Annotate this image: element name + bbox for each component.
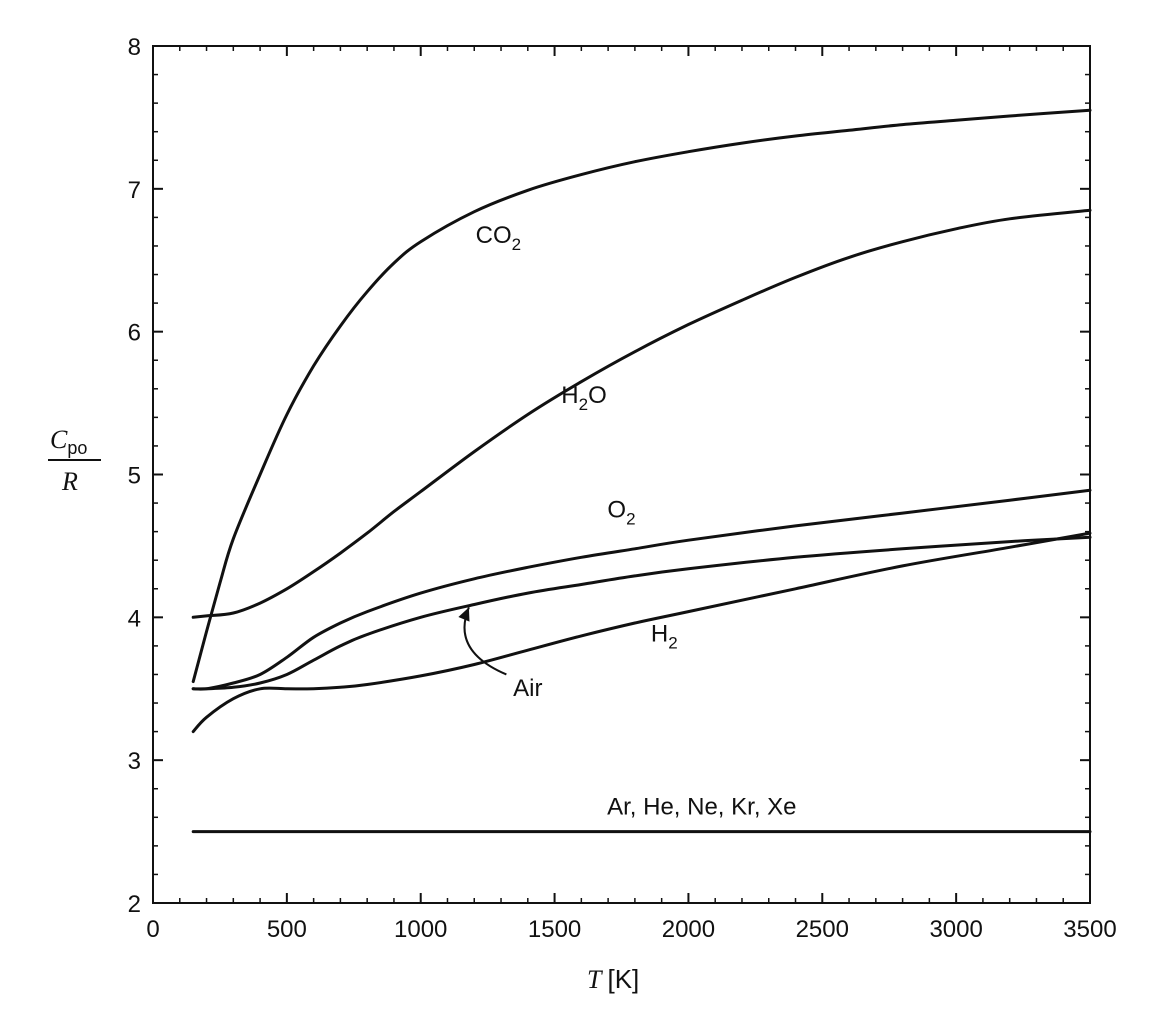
air-annotation-arrowhead <box>458 607 470 622</box>
series-label-air: Air <box>513 675 542 702</box>
series-line-h2o <box>191 208 1092 619</box>
x-tick-label: 0 <box>146 916 159 943</box>
x-tick-label: 1500 <box>528 916 581 943</box>
series-label-ar-he-ne-kr-xe: Ar, He, Ne, Kr, Xe <box>607 793 796 820</box>
plot-area <box>152 45 1091 904</box>
series-label-co2: CO2 <box>476 222 521 254</box>
series-lines <box>191 108 1092 834</box>
series-label-h2o: H2O <box>561 382 606 414</box>
y-axis-label: Cpo R <box>48 425 101 496</box>
y-tick-label: 2 <box>128 891 141 918</box>
x-tick-label: 500 <box>267 916 307 943</box>
y-tick-label: 8 <box>128 34 141 61</box>
x-axis: 0 500 1000 1500 2000 2500 3000 3500 <box>146 46 1117 943</box>
series-labels: CO2 H2O O2 Air H2 Ar, He, Ne, Kr, Xe <box>458 222 797 820</box>
y-tick-label: 3 <box>128 748 141 775</box>
series-label-o2: O2 <box>607 496 635 528</box>
y-axis-label-numerator: Cpo <box>50 425 87 458</box>
y-tick-label: 4 <box>128 605 141 632</box>
series-line-air <box>191 535 1092 691</box>
plot-frame <box>152 45 1091 904</box>
x-axis-label: T [K] <box>587 964 639 994</box>
y-tick-label: 6 <box>128 320 141 347</box>
x-tick-label: 1000 <box>394 916 447 943</box>
x-tick-label: 2000 <box>662 916 715 943</box>
series-label-h2: H2 <box>651 621 678 653</box>
series-line-o2 <box>191 488 1092 691</box>
x-tick-label: 2500 <box>796 916 849 943</box>
x-tick-label: 3500 <box>1063 916 1116 943</box>
y-axis: 2 3 4 5 6 7 8 <box>128 34 1090 918</box>
x-tick-label: 3000 <box>929 916 982 943</box>
series-line-h2 <box>191 531 1092 734</box>
series-line-co2 <box>191 108 1092 684</box>
y-tick-label: 7 <box>128 177 141 204</box>
y-axis-label-denominator: R <box>61 467 78 496</box>
y-tick-label: 5 <box>128 463 141 490</box>
